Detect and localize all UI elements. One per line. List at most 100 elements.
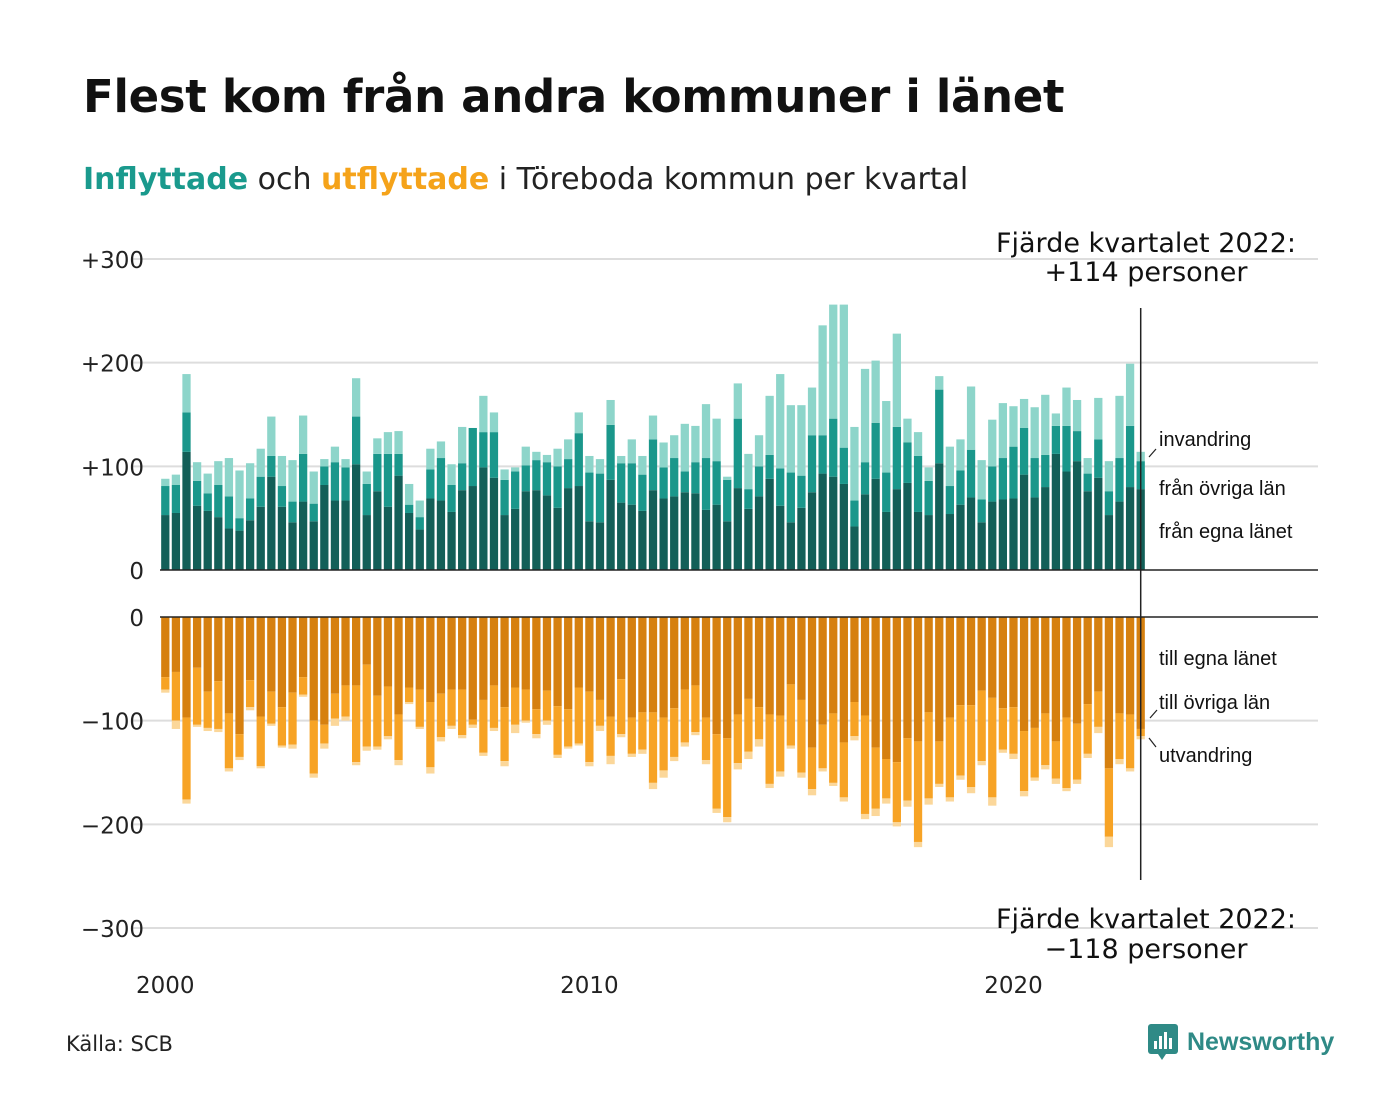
bar-out-segment xyxy=(553,706,562,755)
bar-in-segment xyxy=(638,474,647,511)
bar-out-segment xyxy=(182,799,191,804)
x-tick-label: 2010 xyxy=(560,973,619,999)
bar-in-segment xyxy=(468,427,477,487)
bar-in-segment xyxy=(171,474,181,485)
bar-out-segment xyxy=(956,775,965,780)
bar-out-segment xyxy=(1041,765,1050,770)
y-tick-label-in: +300 xyxy=(81,248,144,274)
bar-out-segment xyxy=(489,617,499,686)
bar-in-segment xyxy=(298,415,308,454)
bar-in-segment xyxy=(574,433,583,487)
bar-out-segment xyxy=(553,617,562,707)
bar-out-segment xyxy=(966,787,976,794)
annotation-in-value: +114 personer xyxy=(1044,257,1248,288)
bar-in-segment xyxy=(267,476,276,570)
bar-in-segment xyxy=(701,509,711,570)
x-tick-label: 2000 xyxy=(136,973,195,999)
bar-out-segment xyxy=(1041,617,1050,714)
y-tick-label-out: −100 xyxy=(81,710,144,736)
bar-in-segment xyxy=(945,446,954,487)
bar-out-segment xyxy=(1051,741,1061,779)
bar-out-segment xyxy=(977,761,986,766)
bar-out-segment xyxy=(807,789,817,796)
bar-in-segment xyxy=(479,467,488,570)
bar-in-segment xyxy=(903,442,912,483)
bar-in-segment xyxy=(553,466,562,508)
bar-out-segment xyxy=(638,749,647,754)
bar-in-segment xyxy=(564,439,573,460)
bar-in-segment xyxy=(956,504,965,570)
bar-in-segment xyxy=(712,504,721,570)
bar-out-segment xyxy=(998,708,1008,750)
bar-out-segment xyxy=(277,617,287,708)
bar-out-segment xyxy=(564,709,573,747)
bar-in-segment xyxy=(839,447,848,484)
bar-out-segment xyxy=(267,723,276,726)
bar-out-segment xyxy=(839,617,848,743)
bar-out-segment xyxy=(1115,759,1124,765)
bar-out-segment xyxy=(309,720,318,774)
bar-in-segment xyxy=(712,418,721,462)
bar-out-segment xyxy=(1125,768,1135,772)
bar-in-segment xyxy=(362,515,371,570)
bar-out-segment xyxy=(192,617,202,668)
bar-in-segment xyxy=(564,459,573,489)
bar-in-segment xyxy=(277,486,287,507)
bar-in-segment xyxy=(532,490,541,570)
bar-in-segment xyxy=(733,488,742,570)
bar-out-segment xyxy=(500,707,509,762)
bar-in-segment xyxy=(415,500,424,518)
bar-in-segment xyxy=(394,431,403,454)
bar-out-segment xyxy=(224,713,234,769)
bar-in-segment xyxy=(436,458,446,501)
bar-in-segment xyxy=(638,510,647,570)
bar-in-segment xyxy=(627,439,636,464)
bar-in-segment xyxy=(341,500,350,570)
bar-in-segment xyxy=(245,520,255,570)
bar-out-segment xyxy=(903,800,912,807)
bar-in-segment xyxy=(489,432,499,478)
bar-in-segment xyxy=(1051,425,1061,454)
bar-in-segment xyxy=(426,448,435,470)
bar-in-segment xyxy=(1009,498,1018,570)
bar-in-segment xyxy=(585,472,594,522)
bar-out-segment xyxy=(691,732,700,736)
bar-in-segment xyxy=(542,454,552,463)
bar-in-segment xyxy=(1062,471,1071,570)
bar-out-segment xyxy=(1009,707,1018,754)
bar-in-segment xyxy=(903,418,912,443)
bar-in-segment xyxy=(447,484,456,512)
bar-out-segment xyxy=(542,690,552,721)
bar-out-segment xyxy=(1094,726,1103,734)
bar-in-segment xyxy=(383,506,393,570)
bar-in-segment xyxy=(648,439,658,491)
bar-in-segment xyxy=(203,493,212,511)
bar-in-segment xyxy=(532,451,541,461)
bar-out-segment xyxy=(850,617,859,703)
bar-out-segment xyxy=(945,797,954,802)
bar-in-segment xyxy=(680,492,689,570)
bar-in-segment xyxy=(988,466,997,502)
bar-in-segment xyxy=(1062,425,1071,472)
bar-out-segment xyxy=(585,762,594,767)
bar-out-segment xyxy=(860,715,870,814)
bar-in-segment xyxy=(786,472,795,523)
bar-in-segment xyxy=(723,479,732,522)
bar-in-segment xyxy=(192,505,202,570)
bar-in-segment xyxy=(701,404,711,459)
bar-in-segment xyxy=(521,446,530,466)
bar-in-segment xyxy=(1041,394,1050,455)
bar-in-segment xyxy=(1125,363,1135,426)
bar-out-segment xyxy=(500,761,509,767)
bar-out-segment xyxy=(850,702,859,737)
bar-in-segment xyxy=(595,473,605,523)
bar-out-segment xyxy=(913,841,923,848)
bar-in-segment xyxy=(267,455,276,477)
bar-out-segment xyxy=(903,738,912,801)
bar-in-segment xyxy=(595,522,605,570)
bar-out-segment xyxy=(436,737,446,742)
chart-title: Flest kom från andra kommuner i länet xyxy=(83,70,1065,123)
bar-in-segment xyxy=(1083,473,1092,492)
bar-out-segment xyxy=(489,727,499,732)
bar-in-segment xyxy=(330,446,340,463)
